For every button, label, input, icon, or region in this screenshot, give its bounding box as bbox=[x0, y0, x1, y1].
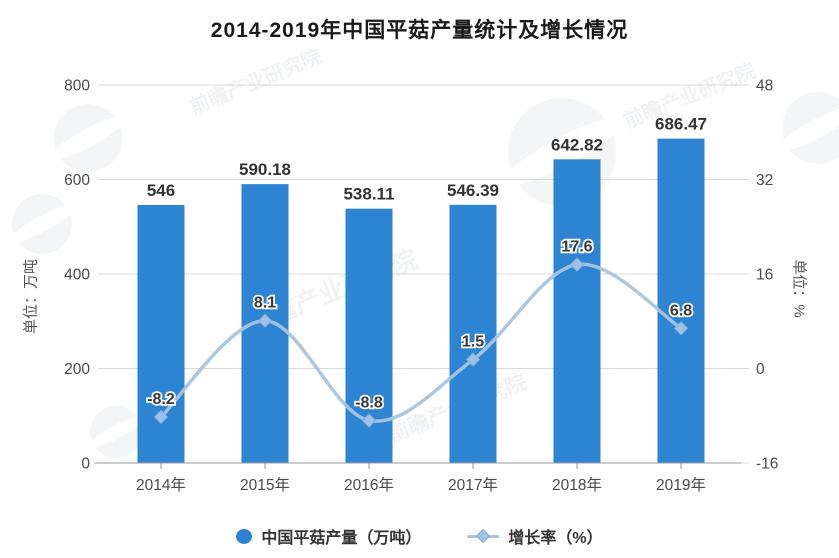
left-axis-tick-label: 200 bbox=[64, 361, 90, 378]
left-axis-title: 单位：万吨 bbox=[22, 259, 40, 335]
bar bbox=[137, 205, 185, 463]
bar bbox=[657, 138, 705, 463]
diamond-icon bbox=[476, 528, 491, 543]
line-value-label: 8.1 bbox=[254, 295, 276, 312]
bar-value-label: 590.18 bbox=[239, 160, 291, 179]
left-axis-tick-label: 800 bbox=[64, 78, 90, 95]
line-point-marker bbox=[257, 313, 273, 328]
x-axis-category-label: 2017年 bbox=[448, 476, 498, 494]
legend: 中国平菇产量（万吨） 增长率（%） bbox=[0, 524, 839, 548]
watermark-globe-icon bbox=[50, 104, 126, 172]
left-axis-tick-label: 0 bbox=[81, 456, 90, 473]
legend-label-production: 中国平菇产量（万吨） bbox=[261, 530, 422, 547]
line-point-marker bbox=[361, 413, 377, 428]
right-axis-tick-label: 0 bbox=[756, 361, 765, 378]
legend-label-growth: 增长率（%） bbox=[508, 530, 603, 547]
watermark-text: 前瞻产业研究院 bbox=[186, 44, 325, 119]
bar-value-label: 546.39 bbox=[447, 181, 499, 200]
x-axis-category-label: 2014年 bbox=[136, 476, 186, 494]
bar bbox=[553, 159, 601, 464]
right-axis-tick-label: 32 bbox=[756, 172, 773, 189]
right-axis-tick-label: -16 bbox=[756, 456, 778, 473]
x-axis-category-label: 2019年 bbox=[656, 476, 706, 494]
line-point-marker bbox=[465, 352, 481, 367]
watermark-globe-icon bbox=[778, 92, 839, 164]
right-axis-tick-label: 16 bbox=[756, 267, 773, 284]
line-point-marker bbox=[153, 409, 169, 425]
line-value-label: -8.8 bbox=[355, 395, 383, 412]
right-axis-title: 单位：% bbox=[790, 259, 808, 318]
bar bbox=[449, 204, 497, 464]
x-axis-category-label: 2015年 bbox=[240, 476, 290, 494]
right-axis-tick-label: 48 bbox=[756, 78, 773, 95]
left-axis-tick-label: 600 bbox=[64, 172, 90, 189]
line-point-marker bbox=[569, 257, 585, 272]
x-axis-category-label: 2016年 bbox=[344, 476, 394, 494]
watermark-globe-icon bbox=[87, 406, 145, 458]
legend-item-growth: 增长率（%） bbox=[467, 524, 603, 548]
line-value-label: 1.5 bbox=[462, 334, 484, 351]
bar-value-label: 538.11 bbox=[343, 185, 394, 204]
x-axis-category-label: 2018年 bbox=[552, 476, 602, 494]
legend-item-production: 中国平菇产量（万吨） bbox=[236, 524, 421, 548]
growth-line bbox=[159, 262, 683, 423]
line-value-label: 6.8 bbox=[670, 302, 692, 319]
bar-value-label: 686.47 bbox=[655, 115, 707, 134]
line-series-marker-icon bbox=[467, 528, 500, 543]
line-value-label: -8.2 bbox=[147, 391, 175, 408]
line-point-marker bbox=[673, 321, 689, 336]
bar-value-label: 546 bbox=[147, 181, 175, 200]
line-value-label: 17.6 bbox=[561, 239, 592, 256]
left-axis-tick-label: 400 bbox=[64, 267, 90, 284]
bar-value-label: 642.82 bbox=[551, 135, 603, 154]
watermark-globe-icon bbox=[8, 194, 76, 254]
chart-title: 2014-2019年中国平菇产量统计及增长情况 bbox=[210, 19, 629, 42]
bar-series-marker-icon bbox=[236, 528, 253, 544]
